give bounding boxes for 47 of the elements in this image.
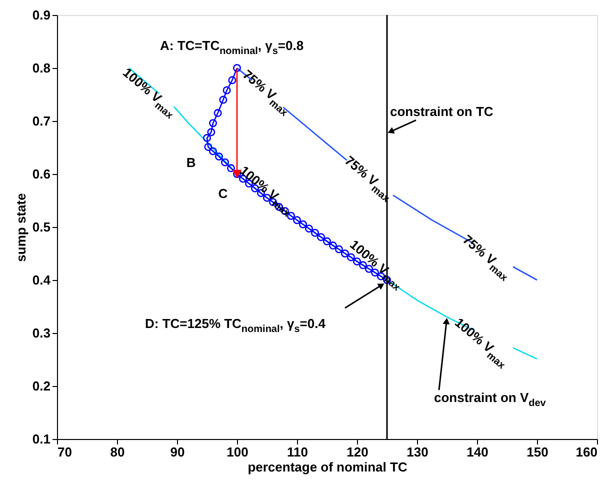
y-tick-label: 0.9 bbox=[32, 8, 50, 22]
x-tick-label: 120 bbox=[346, 444, 368, 460]
annotation: B bbox=[186, 155, 196, 170]
point bbox=[220, 158, 230, 166]
x-tick-label: 110 bbox=[287, 444, 308, 460]
point bbox=[208, 119, 218, 128]
x-tick-label: 160 bbox=[576, 444, 598, 460]
point bbox=[298, 220, 308, 228]
point bbox=[202, 134, 212, 142]
point bbox=[310, 228, 320, 237]
point bbox=[316, 233, 326, 242]
point bbox=[228, 76, 236, 84]
y-tick-label: 0.8 bbox=[32, 60, 50, 76]
point bbox=[232, 64, 242, 72]
point bbox=[214, 109, 222, 118]
x-tick-label: 150 bbox=[526, 444, 548, 460]
point bbox=[214, 152, 224, 161]
y-tick-label: 0.4 bbox=[32, 272, 52, 288]
point bbox=[219, 96, 228, 104]
point bbox=[207, 128, 216, 136]
x-axis-title: percentage of nominal TC bbox=[248, 460, 408, 474]
annotation: C bbox=[218, 186, 228, 201]
point bbox=[334, 245, 344, 254]
y-tick-label: 0.6 bbox=[32, 166, 50, 182]
point bbox=[340, 250, 350, 258]
x-tick-label: 70 bbox=[58, 444, 72, 460]
y-tick-label: 0.5 bbox=[32, 220, 50, 234]
point bbox=[204, 142, 212, 151]
point bbox=[322, 237, 332, 246]
point bbox=[292, 216, 302, 224]
x-tick-label: 80 bbox=[110, 444, 125, 460]
y-tick-label: 0.3 bbox=[32, 326, 50, 340]
y-tick-label: 0.7 bbox=[32, 114, 50, 128]
point bbox=[328, 242, 338, 250]
point bbox=[370, 268, 380, 277]
y-tick-label: 0.2 bbox=[32, 378, 50, 394]
point bbox=[304, 224, 314, 233]
y-tick-label: 0.1 bbox=[32, 432, 50, 446]
annotation: constraint on TC bbox=[390, 104, 494, 120]
x-tick-label: 90 bbox=[170, 444, 185, 460]
x-tick-label: 130 bbox=[406, 444, 428, 460]
point bbox=[208, 147, 218, 156]
x-tick-label: 100 bbox=[226, 444, 248, 460]
y-axis-title: sump state bbox=[13, 193, 28, 262]
point bbox=[222, 86, 231, 94]
x-tick-label: 140 bbox=[466, 444, 488, 460]
point bbox=[226, 164, 236, 172]
